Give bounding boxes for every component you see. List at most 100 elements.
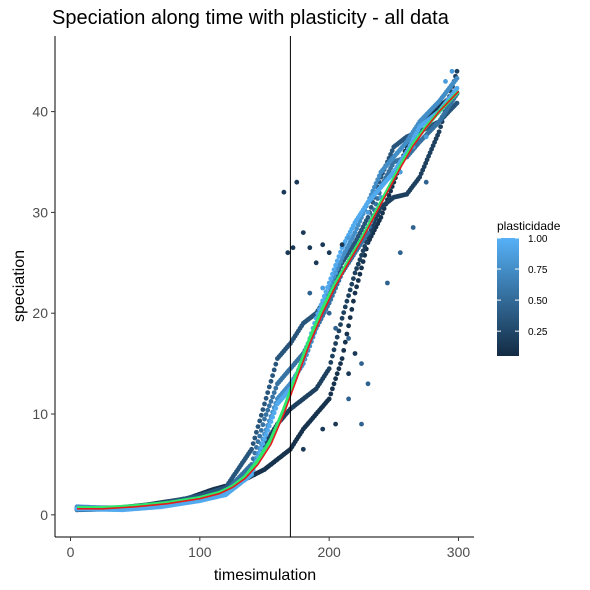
- data-point: [320, 285, 326, 291]
- data-point: [281, 189, 287, 195]
- legend-title: plasticidade: [497, 219, 561, 233]
- data-point: [352, 270, 358, 276]
- x-tick-label: 100: [188, 544, 212, 560]
- data-point: [307, 290, 313, 296]
- data-point: [423, 134, 429, 140]
- legend-tick-label: 0.50: [528, 296, 548, 307]
- data-point: [359, 265, 364, 271]
- data-point: [268, 378, 274, 384]
- data-point: [338, 249, 343, 255]
- data-point: [351, 298, 356, 304]
- data-point: [258, 428, 264, 433]
- data-point: [262, 401, 267, 407]
- data-point: [339, 356, 345, 361]
- data-point: [342, 304, 348, 310]
- data-point: [423, 179, 429, 185]
- data-point: [290, 245, 296, 251]
- data-point: [373, 181, 379, 186]
- data-point: [365, 210, 371, 215]
- data-point: [373, 201, 379, 207]
- data-point: [334, 258, 340, 264]
- data-point: [333, 325, 338, 331]
- x-axis-title: timesimulation: [214, 567, 316, 584]
- data-point: [320, 298, 326, 303]
- data-point: [266, 384, 272, 390]
- data-point: [359, 252, 364, 258]
- data-point: [346, 336, 351, 341]
- data-point: [346, 371, 351, 377]
- data-point: [270, 373, 275, 378]
- data-point: [313, 260, 319, 266]
- data-point: [263, 412, 269, 417]
- data-point: [344, 331, 350, 337]
- data-point: [333, 421, 338, 427]
- data-point: [300, 230, 306, 236]
- data-point: [372, 184, 377, 190]
- data-point: [454, 68, 460, 74]
- data-point: [333, 376, 338, 382]
- data-point: [336, 366, 342, 372]
- data-point: [454, 85, 460, 91]
- data-point: [341, 310, 347, 315]
- data-point: [352, 230, 358, 236]
- chart-title: Speciation along time with plasticity - …: [52, 7, 450, 29]
- legend-tick-label: 0.75: [528, 265, 548, 276]
- data-point: [336, 328, 342, 334]
- data-point: [339, 242, 345, 248]
- data-point: [321, 293, 327, 299]
- smooth-lines: [77, 90, 460, 510]
- data-point: [265, 390, 271, 395]
- y-axis-title: speciation: [11, 250, 28, 322]
- data-point: [326, 280, 332, 286]
- x-tick-label: 300: [447, 544, 471, 560]
- data-point: [326, 396, 332, 402]
- data-point: [352, 351, 358, 356]
- data-point: [326, 250, 332, 256]
- data-point: [347, 287, 353, 293]
- data-point: [376, 173, 382, 179]
- data-point: [249, 446, 255, 452]
- data-point: [265, 407, 271, 413]
- data-point: [334, 371, 340, 377]
- data-point: [351, 276, 356, 281]
- data-point: [268, 399, 274, 404]
- data-point: [300, 446, 306, 452]
- data-point: [334, 334, 340, 340]
- data-point: [326, 310, 332, 316]
- y-tick-label: 10: [32, 406, 48, 422]
- data-point: [373, 216, 379, 222]
- data-point: [443, 79, 448, 84]
- data-point: [262, 416, 267, 422]
- data-point: [268, 419, 274, 424]
- data-point: [273, 405, 279, 411]
- data-point: [385, 280, 390, 286]
- smooth-line-green: [77, 90, 460, 510]
- data-point: [262, 436, 267, 442]
- data-point: [397, 250, 403, 256]
- data-point: [454, 100, 460, 106]
- data-point: [260, 441, 266, 446]
- data-point: [263, 432, 269, 438]
- data-point: [354, 226, 359, 232]
- data-point: [266, 403, 272, 409]
- data-point: [333, 270, 338, 276]
- data-point: [336, 262, 342, 268]
- data-point: [336, 254, 342, 259]
- data-point: [349, 281, 355, 287]
- data-point: [410, 225, 416, 230]
- data-point: [271, 390, 277, 395]
- data-point: [285, 250, 291, 256]
- legend: plasticidade 0.25 0.50 0.75 1.00: [497, 219, 561, 356]
- data-point: [342, 339, 348, 345]
- data-point: [320, 242, 326, 248]
- data-point: [386, 193, 392, 198]
- data-point: [325, 285, 330, 290]
- data-point: [354, 284, 359, 290]
- x-axis-ticks: 0 100 200 300: [67, 537, 471, 560]
- data-point: [331, 347, 337, 353]
- data-point: [271, 410, 277, 416]
- data-point: [258, 412, 264, 418]
- legend-tick-label: 1.00: [528, 234, 548, 245]
- y-axis-ticks: 0 10 20 30 40: [32, 104, 55, 523]
